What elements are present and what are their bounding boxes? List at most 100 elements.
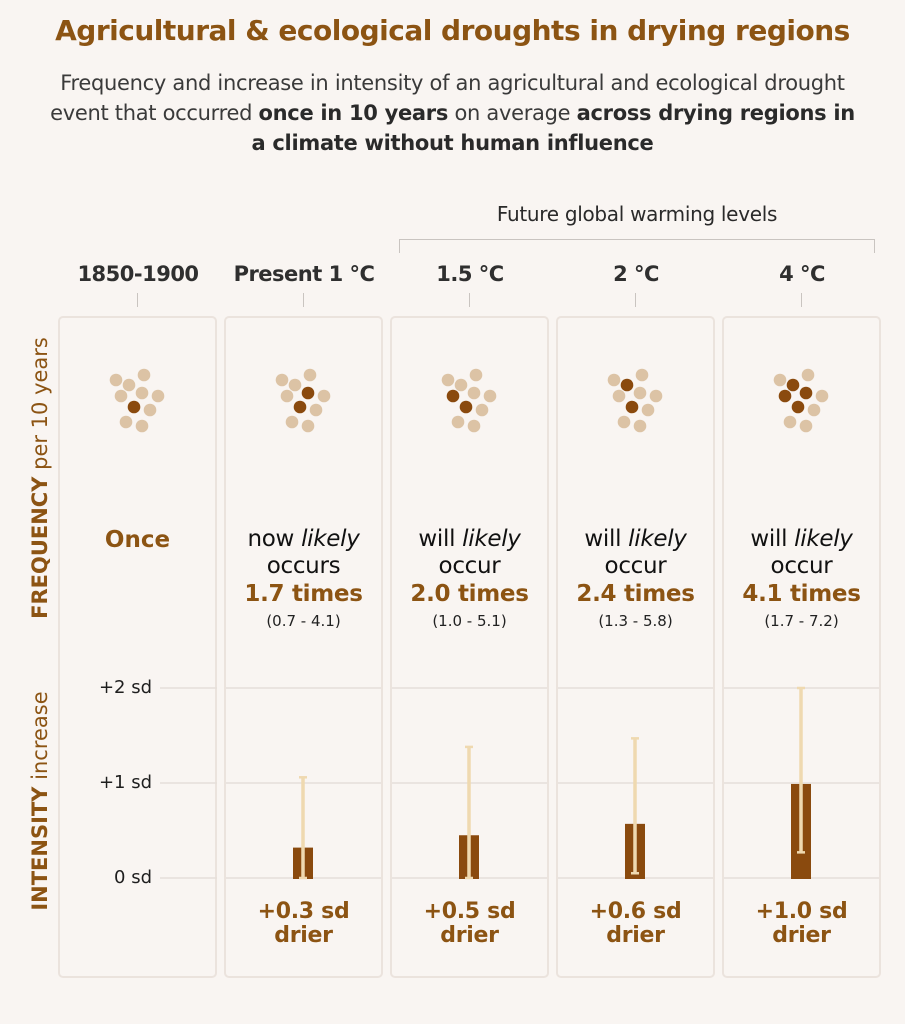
frequency-word: will <box>584 526 629 552</box>
intensity-value: +0.3 sd <box>257 899 350 924</box>
column-tick <box>137 293 138 307</box>
dot <box>454 378 468 392</box>
intensity-suffix: drier <box>440 923 499 948</box>
dot <box>635 368 649 382</box>
dot <box>309 403 323 417</box>
column-header-4: 4 °C <box>779 262 825 286</box>
dot <box>483 389 497 403</box>
dot <box>799 419 813 433</box>
intensity-label-present: +0.3 sd drier <box>224 900 383 948</box>
frequency-once: Once <box>104 527 171 553</box>
frequency-range: (1.0 - 5.1) <box>432 612 507 630</box>
y-tick-label: +2 sd <box>98 677 152 698</box>
frequency-word: will <box>418 526 463 552</box>
intensity-label-1-5: +0.5 sd drier <box>390 900 549 948</box>
column-header-1-5: 1.5 °C <box>436 262 504 286</box>
frequency-times: 2.0 times <box>410 581 529 607</box>
frequency-text-1-5: will likely occur 2.0 times (1.0 - 5.1) <box>390 526 549 634</box>
dot-highlighted <box>786 378 800 392</box>
column-tick <box>469 293 470 307</box>
subtitle-bold1: once in 10 years <box>258 101 449 125</box>
frequency-line1: will likely <box>390 526 549 553</box>
dot <box>773 373 787 387</box>
dot <box>275 373 289 387</box>
dot-highlighted <box>799 386 813 400</box>
column-header-2: 2 °C <box>613 262 659 286</box>
intensity-value: +1.0 sd <box>755 899 848 924</box>
dot <box>109 373 123 387</box>
dot <box>807 403 821 417</box>
frequency-line2: occurs <box>266 553 341 579</box>
future-bracket <box>399 239 875 253</box>
frequency-line1: will likely <box>722 526 881 553</box>
dot <box>280 389 294 403</box>
chart-title: Agricultural & ecological droughts in dr… <box>55 14 850 47</box>
intensity-suffix: drier <box>274 923 333 948</box>
dot <box>451 415 465 429</box>
dot <box>612 389 626 403</box>
dot-highlighted <box>620 378 634 392</box>
grid-layer <box>160 687 879 879</box>
dot <box>135 419 149 433</box>
dot <box>317 389 331 403</box>
frequency-text-4: will likely occur 4.1 times (1.7 - 7.2) <box>722 526 881 634</box>
frequency-line2: occur <box>770 553 833 579</box>
intensity-label-2: +0.6 sd drier <box>556 900 715 948</box>
dot <box>303 368 317 382</box>
dot-highlighted <box>625 400 639 414</box>
frequency-times: 1.7 times <box>244 581 363 607</box>
frequency-likely: likely <box>462 526 521 552</box>
future-warming-label: Future global warming levels <box>496 202 778 226</box>
chart-subtitle: Frequency and increase in intensity of a… <box>40 68 865 158</box>
dot <box>122 378 136 392</box>
dot <box>469 368 483 382</box>
column-header-1850: 1850-1900 <box>77 262 199 286</box>
bars-layer <box>293 686 811 880</box>
dot-highlighted <box>301 386 315 400</box>
dot <box>119 415 133 429</box>
frequency-line1: will likely <box>556 526 715 553</box>
dot-highlighted <box>778 389 792 403</box>
dot <box>285 415 299 429</box>
subtitle-bold2: across drying regions in a climate witho… <box>251 101 856 155</box>
dot <box>801 368 815 382</box>
frequency-times: 4.1 times <box>742 581 861 607</box>
frequency-times: 2.4 times <box>576 581 695 607</box>
column-tick <box>635 293 636 307</box>
frequency-range: (1.3 - 5.8) <box>598 612 673 630</box>
dot <box>633 386 647 400</box>
dot <box>114 389 128 403</box>
dot-highlighted <box>459 400 473 414</box>
frequency-word: now <box>247 526 302 552</box>
y-tick-label: +1 sd <box>98 772 152 793</box>
dot <box>633 419 647 433</box>
intensity-value: +0.5 sd <box>423 899 516 924</box>
dots-layer <box>109 368 829 433</box>
intensity-label-4: +1.0 sd drier <box>722 900 881 948</box>
dot-highlighted <box>446 389 460 403</box>
frequency-likely: likely <box>301 526 360 552</box>
frequency-line2: occur <box>438 553 501 579</box>
dot <box>783 415 797 429</box>
intensity-suffix: drier <box>772 923 831 948</box>
dot <box>607 373 621 387</box>
frequency-word: will <box>750 526 795 552</box>
frequency-line1: now likely <box>224 526 383 553</box>
dot <box>641 403 655 417</box>
dot <box>649 389 663 403</box>
dot <box>301 419 315 433</box>
intensity-suffix: drier <box>606 923 665 948</box>
dot <box>288 378 302 392</box>
dot <box>815 389 829 403</box>
intensity-value: +0.6 sd <box>589 899 682 924</box>
dot-highlighted <box>127 400 141 414</box>
frequency-text-2: will likely occur 2.4 times (1.3 - 5.8) <box>556 526 715 634</box>
frequency-line2: occur <box>604 553 667 579</box>
dot <box>135 386 149 400</box>
frequency-range: (0.7 - 4.1) <box>266 612 341 630</box>
dot <box>475 403 489 417</box>
frequency-likely: likely <box>628 526 687 552</box>
subtitle-part1: Frequency and increase in intensity of a… <box>50 71 845 125</box>
dot <box>467 419 481 433</box>
